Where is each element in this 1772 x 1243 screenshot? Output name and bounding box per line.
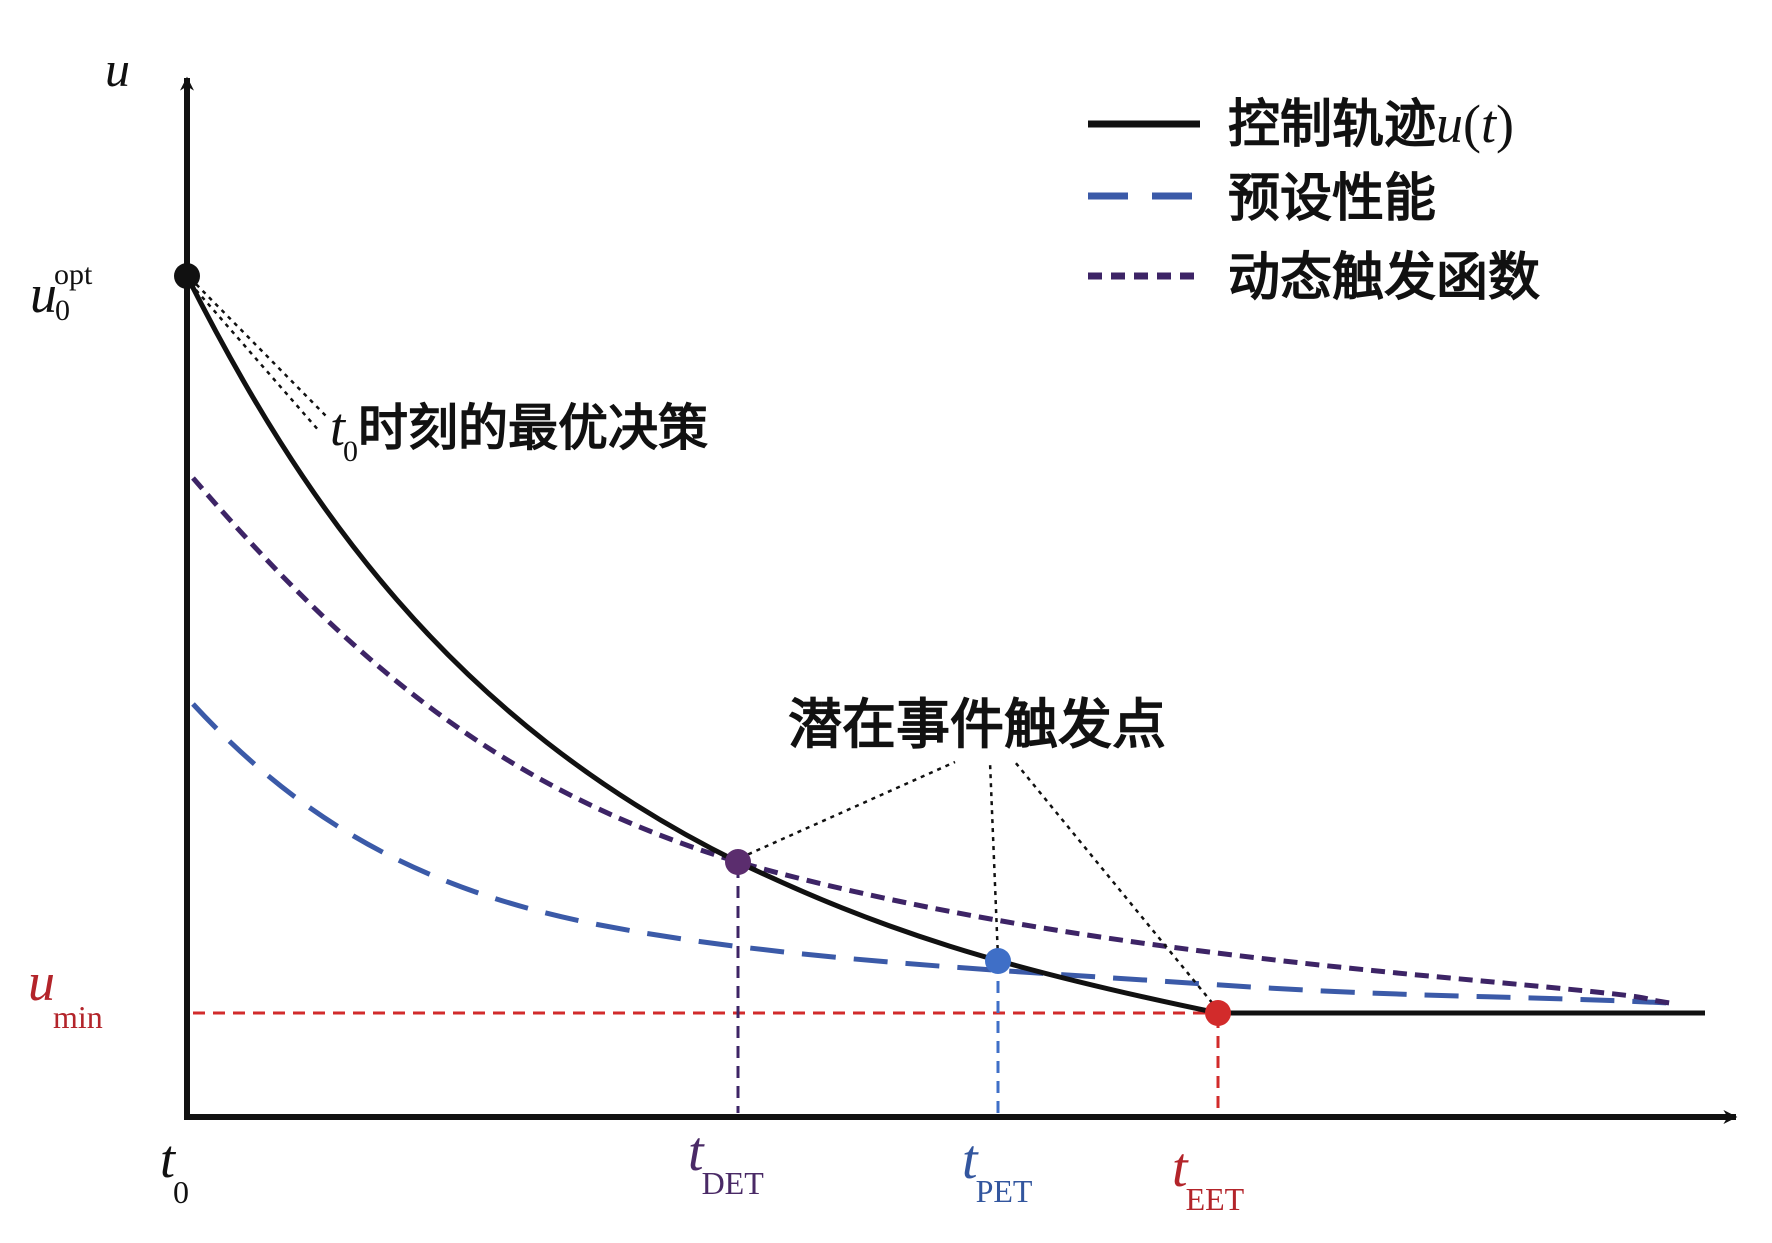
legend-preset-label: 预设性能	[1228, 169, 1436, 229]
legend: 控制轨迹u(t) 预设性能 动态触发函数	[1088, 94, 1540, 308]
t-pet-label: tPET	[962, 1129, 1033, 1209]
legend-control-label: 控制轨迹u(t)	[1228, 94, 1514, 155]
umin-label: u min	[28, 952, 103, 1035]
legend-dynamic-label: 动态触发函数	[1228, 248, 1540, 308]
optimal-annotation: t0时刻的最优决策	[330, 397, 708, 468]
eet-point	[1205, 1000, 1231, 1026]
pet-point	[985, 948, 1011, 974]
u0opt-point	[174, 263, 200, 289]
dynamic-trigger-curve	[191, 476, 1671, 1006]
t-eet-label: tEET	[1172, 1137, 1245, 1217]
det-point	[725, 849, 751, 875]
preset-performance-curve	[191, 702, 1671, 1006]
u0opt-label: u0opt	[30, 258, 93, 327]
optimal-leader	[189, 277, 329, 419]
trigger-leader-det	[739, 760, 956, 860]
control-trajectory-curve	[184, 274, 1705, 1016]
t-det-label: tDET	[688, 1121, 764, 1201]
trigger-leader-pet	[988, 761, 1000, 959]
y-axis-label: u	[105, 41, 130, 97]
trigger-points-annotation: 潜在事件触发点	[788, 693, 1166, 756]
